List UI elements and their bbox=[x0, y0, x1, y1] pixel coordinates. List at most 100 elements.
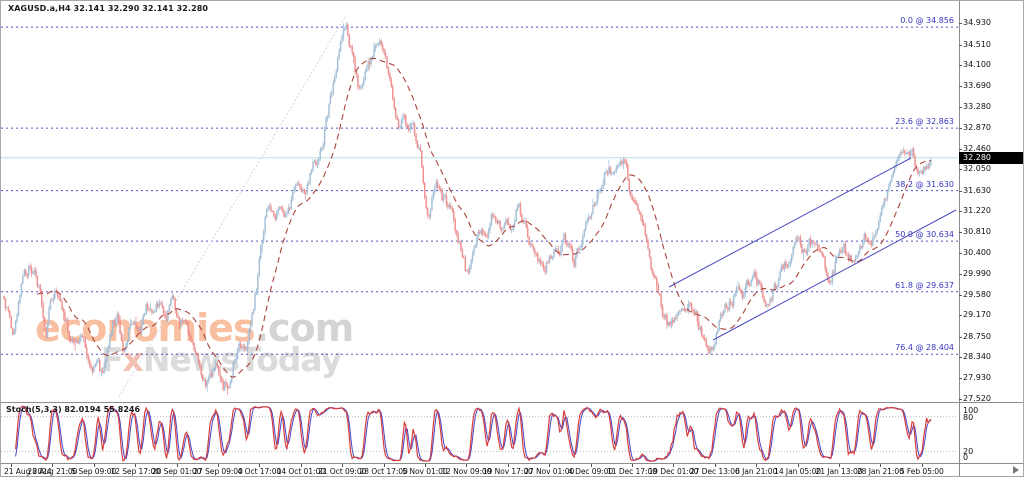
price-tickmark bbox=[959, 273, 962, 275]
main-chart-canvas[interactable] bbox=[1, 1, 959, 402]
time-tickmark bbox=[673, 464, 675, 467]
time-tickmark bbox=[135, 464, 137, 467]
price-tick-label: 32.870 bbox=[963, 122, 991, 132]
time-tick-label: 14 Oct 01:00 bbox=[276, 467, 325, 476]
fib-level-label: 61.8 @ 29.637 bbox=[895, 280, 954, 290]
price-tickmark bbox=[959, 23, 962, 25]
time-tick-label: 5 Sep 09:00 bbox=[71, 467, 117, 476]
price-tick-label: 29.170 bbox=[963, 310, 991, 320]
price-tickmark bbox=[959, 127, 962, 129]
price-tick-label: 34.930 bbox=[963, 18, 991, 28]
time-tickmark bbox=[921, 464, 923, 467]
price-tick-label: 30.400 bbox=[963, 247, 991, 257]
time-tick-label: 4 Oct 17:00 bbox=[237, 467, 282, 476]
time-tick-label: 28 Oct 17:00 bbox=[359, 467, 408, 476]
time-tick-label: 28 Aug 21:00 bbox=[27, 467, 78, 476]
time-tick-label: 21 Jan 13:00 bbox=[815, 467, 863, 476]
price-tickmark bbox=[959, 190, 962, 192]
time-tick-label: 19 Dec 01:00 bbox=[648, 467, 699, 476]
stochastic-indicator-label: Stoch(5,3,3) 82.0194 55.8246 bbox=[6, 405, 141, 414]
price-tickmark bbox=[959, 378, 962, 380]
time-tickmark bbox=[52, 464, 54, 467]
stoch-scale-label: 0 bbox=[963, 453, 969, 462]
price-tick-label: 33.690 bbox=[963, 81, 991, 91]
time-tick-label: 27 Nov 01:00 bbox=[524, 467, 575, 476]
time-tickmark bbox=[11, 464, 12, 467]
price-tickmark bbox=[959, 357, 962, 359]
time-tickmark bbox=[797, 464, 799, 467]
time-tick-label: 28 Jan 21:00 bbox=[856, 467, 904, 476]
time-tick-label: 27 Dec 13:00 bbox=[689, 467, 740, 476]
time-tickmark bbox=[756, 464, 758, 467]
price-tick-label: 29.580 bbox=[963, 289, 991, 299]
stoch-scale-label: 20 bbox=[963, 447, 974, 457]
price-tick-label: 33.280 bbox=[963, 101, 991, 111]
price-tick-label: 28.340 bbox=[963, 352, 991, 362]
stoch-scale-label: 80 bbox=[963, 412, 974, 422]
stoch-panel-bottom-separator bbox=[1, 463, 1023, 464]
time-tickmark bbox=[300, 464, 302, 467]
scroll-to-end-icon[interactable] bbox=[1013, 466, 1019, 474]
time-tickmark bbox=[549, 464, 551, 467]
fib-level-label: 38.2 @ 31.630 bbox=[895, 179, 954, 189]
time-tickmark bbox=[632, 464, 633, 467]
price-tick-label: 29.990 bbox=[963, 268, 991, 278]
time-tickmark bbox=[880, 464, 882, 467]
time-tick-label: 4 Dec 09:00 bbox=[568, 467, 614, 476]
price-tick-label: 32.050 bbox=[963, 164, 991, 174]
time-tick-label: 20 Sep 01:00 bbox=[151, 467, 202, 476]
stochastic-panel-canvas[interactable] bbox=[1, 403, 959, 464]
panel-separator[interactable] bbox=[1, 402, 1023, 403]
time-tickmark bbox=[176, 464, 178, 467]
time-tickmark bbox=[425, 464, 426, 467]
time-tick-label: 5 Feb 05:00 bbox=[899, 467, 944, 476]
price-tickmark bbox=[959, 252, 962, 254]
price-tickmark bbox=[959, 106, 962, 108]
time-tick-label: 11 Dec 17:00 bbox=[607, 467, 657, 476]
price-tick-label: 27.520 bbox=[963, 394, 991, 403]
price-tickmark bbox=[959, 169, 962, 171]
price-tick-label: 31.630 bbox=[963, 185, 991, 195]
price-tickmark bbox=[959, 336, 962, 338]
time-tick-label: 21 Aug 2024 bbox=[4, 467, 52, 476]
time-tick-label: 14 Jan 05:00 bbox=[774, 467, 822, 476]
time-tick-label: 12 Nov 09:00 bbox=[441, 467, 492, 476]
time-tickmark bbox=[839, 464, 840, 467]
time-tickmark bbox=[259, 464, 261, 467]
symbol-ohlc-header: XAGUSD.a,H4 32.141 32.290 32.141 32.280 bbox=[8, 4, 209, 13]
price-tickmark bbox=[959, 148, 962, 150]
time-tick-label: 27 Sep 09:00 bbox=[193, 467, 243, 476]
price-tickmark bbox=[959, 44, 962, 46]
price-tickmark bbox=[959, 315, 962, 317]
price-tick-label: 30.810 bbox=[963, 227, 991, 237]
fib-level-label: 0.0 @ 34.856 bbox=[900, 16, 954, 26]
price-tick-label: 34.510 bbox=[963, 39, 991, 49]
time-tickmark bbox=[218, 464, 219, 467]
fib-level-label: 50.0 @ 30.634 bbox=[895, 230, 954, 240]
time-tickmark bbox=[590, 464, 592, 467]
time-tickmark bbox=[342, 464, 344, 467]
time-tickmark bbox=[466, 464, 468, 467]
time-tick-label: 19 Nov 17:00 bbox=[482, 467, 533, 476]
time-tickmark bbox=[383, 464, 385, 467]
price-tickmark bbox=[959, 294, 962, 296]
current-price-badge: 32.280 bbox=[959, 151, 1023, 164]
time-tick-label: 5 Nov 01:00 bbox=[402, 467, 448, 476]
time-tickmark bbox=[93, 464, 95, 467]
price-tick-label: 32.460 bbox=[963, 143, 991, 153]
price-tickmark bbox=[959, 86, 962, 88]
time-tick-label: 21 Oct 09:00 bbox=[318, 467, 367, 476]
time-tickmark bbox=[714, 464, 716, 467]
stoch-scale-label: 100 bbox=[963, 406, 979, 415]
price-tick-label: 27.930 bbox=[963, 373, 991, 383]
time-tick-label: 6 Jan 21:00 bbox=[735, 467, 778, 476]
price-tickmark bbox=[959, 65, 962, 67]
price-tick-label: 31.220 bbox=[963, 206, 991, 216]
time-tickmark bbox=[507, 464, 509, 467]
fib-level-label: 23.6 @ 32.863 bbox=[895, 117, 954, 127]
price-tickmark bbox=[959, 232, 962, 234]
price-axis-line[interactable] bbox=[959, 1, 960, 476]
price-tick-label: 34.100 bbox=[963, 60, 991, 70]
price-tickmark bbox=[959, 211, 962, 213]
